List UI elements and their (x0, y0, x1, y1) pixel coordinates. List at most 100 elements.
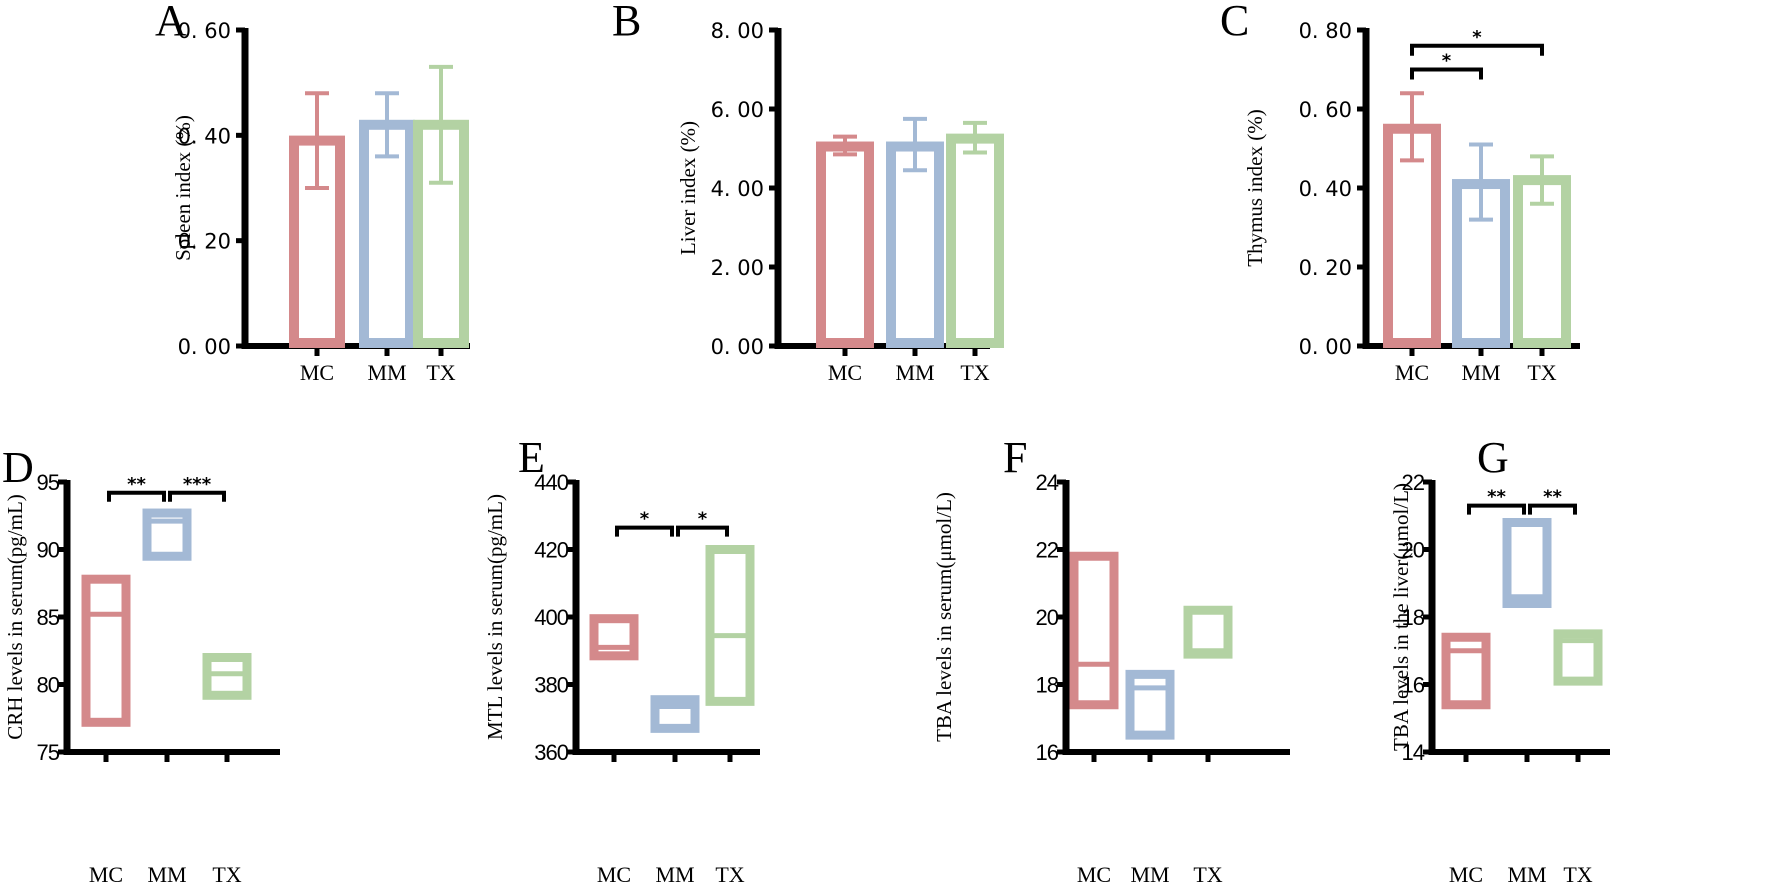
y-tick-label: 16 (1402, 673, 1425, 698)
significance-label: ** (127, 474, 146, 495)
panel-letter: G (1477, 433, 1509, 482)
panel-letter: E (518, 433, 545, 482)
x-tick-label: TX (960, 360, 989, 385)
y-tick-label: 380 (534, 673, 568, 698)
panel-f: F TBA levels in serum(μmol/L) 16 18 20 22 24 MC… (932, 433, 1290, 884)
y-tick-label: 0. 40 (178, 124, 231, 148)
y-axis-label: CRH levels in serum(pg/mL) (3, 494, 27, 740)
y-tick-label: 18 (1036, 673, 1059, 698)
y-tick-label: 440 (534, 470, 568, 495)
x-tick-label: MC (1077, 862, 1111, 884)
y-tick-label: 0. 00 (1299, 335, 1352, 359)
y-tick-label: 2. 00 (711, 256, 764, 280)
x-tick-label: MM (1507, 862, 1546, 884)
y-tick-label: 0. 00 (178, 335, 231, 359)
y-tick-label: 22 (1402, 470, 1425, 495)
panel-letter: F (1003, 433, 1027, 482)
x-tick-label: TX (1527, 360, 1556, 385)
box-mm (1125, 669, 1175, 740)
x-tick-label: MC (828, 360, 862, 385)
significance-bracket (1410, 67, 1483, 80)
x-tick-label: MC (300, 360, 334, 385)
x-tick-label: MM (147, 862, 186, 884)
box-mc (589, 614, 639, 661)
y-tick-label: 20 (1036, 605, 1059, 630)
y-tick-label: 0. 60 (178, 19, 231, 43)
y-tick-label: 4. 00 (711, 177, 764, 201)
y-tick-label: 0. 60 (1299, 98, 1352, 122)
x-tick-label: TX (715, 862, 744, 884)
y-tick-label: 90 (37, 538, 60, 563)
panel-letter: A (155, 0, 187, 45)
y-tick-label: 16 (1036, 740, 1059, 765)
y-tick-label: 0. 20 (178, 230, 231, 254)
y-tick-label: 0. 80 (1299, 19, 1352, 43)
y-axis-label: MTL levels in serum(pg/mL) (483, 494, 507, 740)
bar-mc (816, 141, 874, 348)
x-tick-label: MM (1461, 360, 1500, 385)
y-tick-label: 14 (1402, 740, 1425, 765)
x-tick-label: TX (426, 360, 455, 385)
y-tick-label: 8. 00 (711, 19, 764, 43)
significance-bracket (615, 525, 674, 537)
significance-label: * (698, 509, 708, 530)
x-tick-label: MM (367, 360, 406, 385)
x-tick-label: MM (655, 862, 694, 884)
box-mm (142, 508, 192, 561)
box-tx (705, 545, 755, 706)
bar-tx (946, 133, 1004, 348)
significance-label: *** (183, 474, 212, 495)
panel-letter: C (1220, 0, 1249, 45)
y-tick-label: 6. 00 (711, 98, 764, 122)
panel-letter: B (612, 0, 641, 45)
x-tick-label: MC (89, 862, 123, 884)
box-mm (1502, 518, 1552, 608)
x-tick-label: MM (1130, 862, 1169, 884)
panel-e: E MTL levels in serum(pg/mL) 360 380 400 420 4… (483, 433, 760, 884)
y-tick-label: 0. 40 (1299, 177, 1352, 201)
x-tick-label: TX (212, 862, 241, 884)
box-mc (1069, 551, 1119, 710)
significance-bracket (1410, 43, 1544, 56)
y-tick-label: 0. 00 (711, 335, 764, 359)
panel-c: C Thymus index (%) 0. 00 0. 20 0. 40 0. 60 0. … (1220, 0, 1580, 385)
box-mc (81, 574, 131, 727)
y-tick-label: 420 (534, 538, 568, 563)
y-tick-label: 95 (37, 470, 60, 495)
y-axis-label: Thymus index (%) (1243, 109, 1267, 266)
y-tick-label: 22 (1036, 538, 1059, 563)
x-tick-label: TX (1563, 862, 1592, 884)
y-axis-label: TBA levels in serum(μmol/L) (932, 492, 956, 742)
significance-bracket (107, 490, 166, 502)
y-tick-label: 75 (37, 740, 60, 765)
y-axis-label: Spleen index (%) (171, 115, 195, 261)
significance-bracket (168, 490, 226, 502)
significance-label: ** (1543, 487, 1562, 508)
x-tick-label: MC (1449, 862, 1483, 884)
significance-label: * (640, 509, 650, 530)
significance-bracket (1467, 503, 1526, 515)
x-tick-label: MM (895, 360, 934, 385)
panel-b: B Liver index (%) 0. 00 2. 00 4. 00 6. 00 8. 0… (612, 0, 1004, 385)
panel-a: A Spleen index (%) 0. 00 0. 20 0. 40 0. 60 MC M… (155, 0, 470, 385)
y-tick-label: 0. 20 (1299, 256, 1352, 280)
box-tx (1553, 629, 1603, 686)
bar-mm (886, 141, 944, 348)
x-tick-label: MC (597, 862, 631, 884)
significance-bracket (1528, 503, 1577, 515)
y-axis-label: TBA levels in the liver(μmol/L) (1389, 483, 1413, 751)
y-tick-label: 18 (1402, 605, 1425, 630)
significance-bracket (676, 525, 729, 537)
box-mm (650, 695, 700, 733)
y-tick-label: 400 (534, 605, 568, 630)
box-mc (1441, 632, 1491, 710)
y-tick-label: 85 (37, 605, 60, 630)
y-axis-label: Liver index (%) (676, 121, 700, 255)
box-tx (1183, 605, 1233, 659)
x-tick-label: TX (1193, 862, 1222, 884)
y-tick-label: 20 (1402, 538, 1425, 563)
significance-label: ** (1487, 487, 1506, 508)
panel-letter: D (2, 443, 34, 492)
